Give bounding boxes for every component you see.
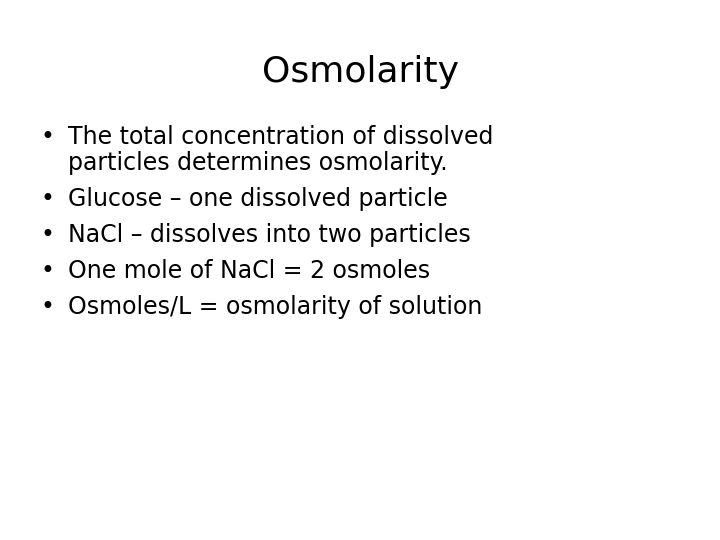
Text: Osmolarity: Osmolarity xyxy=(261,55,459,89)
Text: •: • xyxy=(40,259,54,283)
Text: particles determines osmolarity.: particles determines osmolarity. xyxy=(68,151,448,175)
Text: Osmoles/L = osmolarity of solution: Osmoles/L = osmolarity of solution xyxy=(68,295,482,319)
Text: •: • xyxy=(40,125,54,149)
Text: •: • xyxy=(40,223,54,247)
Text: NaCl – dissolves into two particles: NaCl – dissolves into two particles xyxy=(68,223,471,247)
Text: Glucose – one dissolved particle: Glucose – one dissolved particle xyxy=(68,187,448,211)
Text: •: • xyxy=(40,187,54,211)
Text: The total concentration of dissolved: The total concentration of dissolved xyxy=(68,125,493,149)
Text: One mole of NaCl = 2 osmoles: One mole of NaCl = 2 osmoles xyxy=(68,259,430,283)
Text: •: • xyxy=(40,295,54,319)
